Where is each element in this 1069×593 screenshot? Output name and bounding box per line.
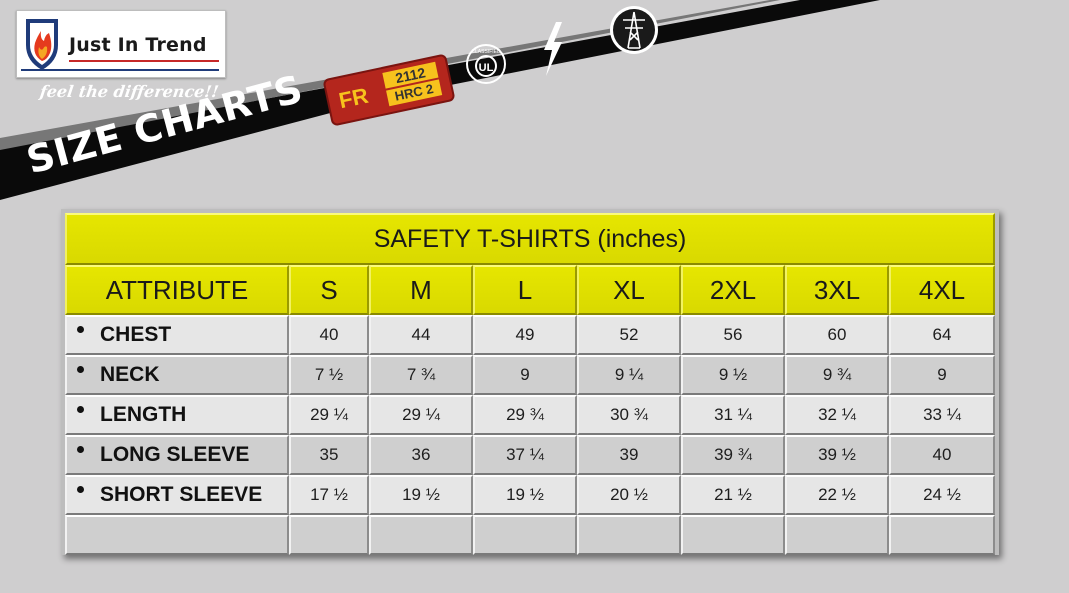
- size-value-cell: 22 ½: [785, 475, 889, 515]
- size-value-cell: 29 ¾: [473, 395, 577, 435]
- attribute-label: SHORT SLEEVE: [100, 483, 263, 506]
- header-attribute: ATTRIBUTE: [65, 265, 289, 315]
- row-attribute: [65, 515, 289, 555]
- bullet-icon: [77, 445, 84, 453]
- header-size: S: [289, 265, 369, 315]
- attribute-label: CHEST: [100, 323, 172, 346]
- size-value-cell: 31 ¼: [681, 395, 785, 435]
- ul-mark: UL: [479, 62, 494, 74]
- size-value-cell: 20 ½: [577, 475, 681, 515]
- size-value-cell: 60: [785, 315, 889, 355]
- size-value-cell: 40: [289, 315, 369, 355]
- size-value-cell: 9: [473, 355, 577, 395]
- table-title: SAFETY T-SHIRTS (inches): [65, 213, 995, 265]
- size-value-cell: [369, 515, 473, 555]
- header-size: 4XL: [889, 265, 995, 315]
- row-attribute: LONG SLEEVE: [65, 435, 289, 475]
- size-value-cell: 64: [889, 315, 995, 355]
- size-value-cell: 49: [473, 315, 577, 355]
- size-value-cell: 39 ½: [785, 435, 889, 475]
- brand-logo: Just In Trend: [16, 10, 226, 78]
- fr-label: FR: [336, 82, 371, 114]
- size-value-cell: 9 ¼: [577, 355, 681, 395]
- size-value-cell: [473, 515, 577, 555]
- size-value-cell: 9: [889, 355, 995, 395]
- size-value-cell: [785, 515, 889, 555]
- lightning-bolt-icon: [544, 22, 562, 76]
- size-value-cell: 40: [889, 435, 995, 475]
- row-attribute: SHORT SLEEVE: [65, 475, 289, 515]
- size-value-cell: 39 ¾: [681, 435, 785, 475]
- brand-name: Just In Trend: [69, 34, 207, 56]
- bullet-icon: [77, 325, 84, 333]
- size-value-cell: [889, 515, 995, 555]
- size-value-cell: 24 ½: [889, 475, 995, 515]
- row-attribute: NECK: [65, 355, 289, 395]
- size-value-cell: 17 ½: [289, 475, 369, 515]
- size-value-cell: 19 ½: [369, 475, 473, 515]
- size-value-cell: 30 ¾: [577, 395, 681, 435]
- header-size: M: [369, 265, 473, 315]
- attribute-label: LONG SLEEVE: [100, 443, 250, 466]
- size-value-cell: 37 ¼: [473, 435, 577, 475]
- header-size: XL: [577, 265, 681, 315]
- header-size: 3XL: [785, 265, 889, 315]
- attribute-label: LENGTH: [100, 403, 187, 426]
- size-value-cell: 19 ½: [473, 475, 577, 515]
- size-value-cell: 56: [681, 315, 785, 355]
- size-value-cell: 9 ¾: [785, 355, 889, 395]
- size-value-cell: 7 ½: [289, 355, 369, 395]
- size-value-cell: 21 ½: [681, 475, 785, 515]
- size-value-cell: [289, 515, 369, 555]
- bullet-icon: [77, 485, 84, 493]
- size-value-cell: 44: [369, 315, 473, 355]
- size-value-cell: 9 ½: [681, 355, 785, 395]
- size-value-cell: [681, 515, 785, 555]
- size-value-cell: 39: [577, 435, 681, 475]
- size-value-cell: 52: [577, 315, 681, 355]
- attribute-label: NECK: [100, 363, 160, 386]
- brand-divider-blue: [21, 69, 219, 71]
- bullet-icon: [77, 365, 84, 373]
- size-value-cell: 35: [289, 435, 369, 475]
- size-value-cell: 29 ¼: [369, 395, 473, 435]
- size-value-cell: 29 ¼: [289, 395, 369, 435]
- ul-classified-label: CLASSIFIED: [471, 49, 501, 55]
- ul-classified-icon: UL CLASSIFIED: [466, 44, 506, 84]
- shield-flame-icon: [26, 19, 58, 70]
- size-value-cell: 7 ¾: [369, 355, 473, 395]
- size-chart-table: SAFETY T-SHIRTS (inches) ATTRIBUTE S M L XL 2…: [61, 209, 999, 555]
- size-value-cell: [577, 515, 681, 555]
- brand-divider-red: [69, 60, 219, 62]
- power-tower-icon: [610, 6, 658, 54]
- header-size: L: [473, 265, 577, 315]
- size-value-cell: 32 ¼: [785, 395, 889, 435]
- size-value-cell: 36: [369, 435, 473, 475]
- bullet-icon: [77, 405, 84, 413]
- row-attribute: LENGTH: [65, 395, 289, 435]
- header-size: 2XL: [681, 265, 785, 315]
- size-value-cell: 33 ¼: [889, 395, 995, 435]
- row-attribute: CHEST: [65, 315, 289, 355]
